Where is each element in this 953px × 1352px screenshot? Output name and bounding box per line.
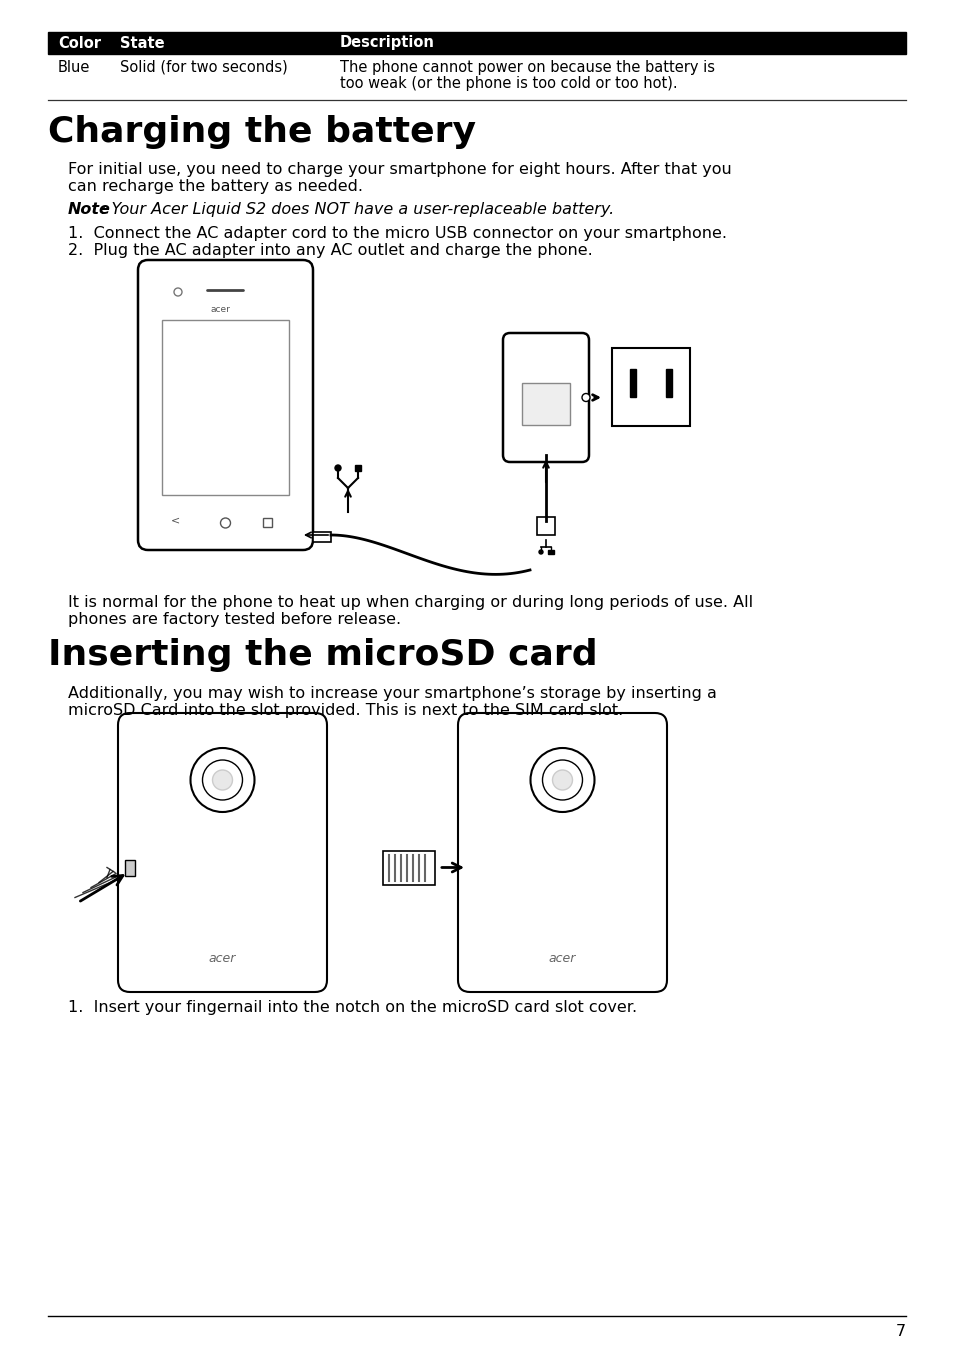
Circle shape <box>552 771 572 790</box>
Text: 1.  Insert your fingernail into the notch on the microSD card slot cover.: 1. Insert your fingernail into the notch… <box>68 1000 637 1015</box>
Text: State: State <box>120 35 165 50</box>
Circle shape <box>213 771 233 790</box>
Text: Inserting the microSD card: Inserting the microSD card <box>48 638 597 672</box>
Text: acer: acer <box>548 952 576 965</box>
Bar <box>162 320 289 495</box>
Text: : Your Acer Liquid S2 does NOT have a user-replaceable battery.: : Your Acer Liquid S2 does NOT have a us… <box>101 201 614 218</box>
Text: Additionally, you may wish to increase your smartphone’s storage by inserting a: Additionally, you may wish to increase y… <box>68 685 716 700</box>
Bar <box>665 369 671 397</box>
Circle shape <box>220 518 231 529</box>
Bar <box>629 369 636 397</box>
Text: Description: Description <box>339 35 435 50</box>
Text: 7: 7 <box>895 1324 905 1338</box>
Text: Solid (for two seconds): Solid (for two seconds) <box>120 59 288 74</box>
Circle shape <box>335 465 340 470</box>
Text: 1.  Connect the AC adapter cord to the micro USB connector on your smartphone.: 1. Connect the AC adapter cord to the mi… <box>68 226 726 241</box>
Circle shape <box>530 748 594 813</box>
Text: Charging the battery: Charging the battery <box>48 115 476 149</box>
Text: For initial use, you need to charge your smartphone for eight hours. After that : For initial use, you need to charge your… <box>68 162 731 177</box>
Bar <box>612 347 689 426</box>
Text: can recharge the battery as needed.: can recharge the battery as needed. <box>68 178 363 193</box>
Text: acer: acer <box>209 952 236 965</box>
Bar <box>382 850 435 884</box>
Text: Color: Color <box>58 35 101 50</box>
Bar <box>355 465 360 470</box>
FancyBboxPatch shape <box>502 333 588 462</box>
Bar <box>263 518 272 527</box>
Text: It is normal for the phone to heat up when charging or during long periods of us: It is normal for the phone to heat up wh… <box>68 595 752 610</box>
Circle shape <box>191 748 254 813</box>
Circle shape <box>202 760 242 800</box>
Circle shape <box>581 393 589 402</box>
Text: Note: Note <box>68 201 111 218</box>
Circle shape <box>538 550 542 554</box>
Bar <box>313 531 331 542</box>
Bar <box>537 516 555 535</box>
Text: too weak (or the phone is too cold or too hot).: too weak (or the phone is too cold or to… <box>339 76 677 91</box>
Text: phones are factory tested before release.: phones are factory tested before release… <box>68 612 400 627</box>
Bar <box>48 32 905 54</box>
Text: microSD Card into the slot provided. This is next to the SIM card slot.: microSD Card into the slot provided. Thi… <box>68 703 622 718</box>
FancyBboxPatch shape <box>457 713 666 992</box>
FancyBboxPatch shape <box>138 260 313 550</box>
Bar <box>547 550 554 554</box>
Text: Blue: Blue <box>58 59 91 74</box>
Circle shape <box>542 760 582 800</box>
Text: acer: acer <box>211 306 231 314</box>
Text: The phone cannot power on because the battery is: The phone cannot power on because the ba… <box>339 59 714 74</box>
Text: <: < <box>172 515 180 525</box>
Bar <box>125 860 135 876</box>
Bar <box>521 383 569 425</box>
Text: 2.  Plug the AC adapter into any AC outlet and charge the phone.: 2. Plug the AC adapter into any AC outle… <box>68 243 592 258</box>
FancyBboxPatch shape <box>118 713 327 992</box>
